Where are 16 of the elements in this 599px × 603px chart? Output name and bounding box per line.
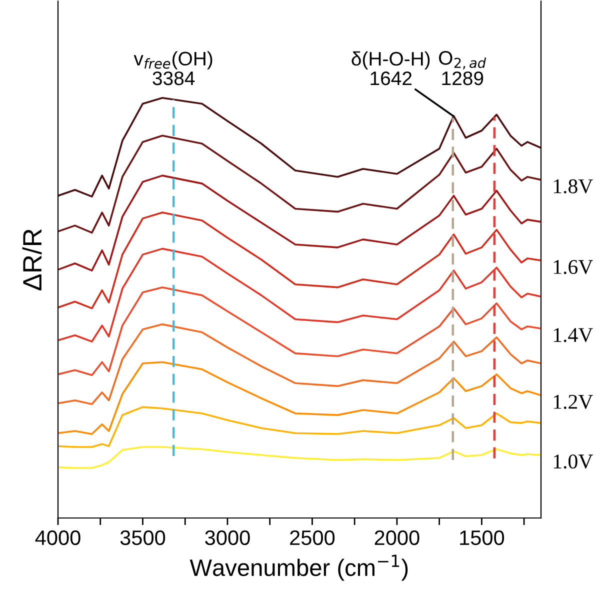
x-tick-label: 3000 [205, 530, 250, 546]
x-tick-label: 3500 [120, 530, 166, 546]
series-label: 1.4V [554, 328, 593, 342]
series-label: 1.0V [554, 454, 593, 469]
x-tick-label: 2000 [374, 530, 420, 546]
ref-line-label: δ(H-O-H) 1642 [352, 51, 430, 86]
x-axis-title: Wavenumber (cm$^{−1}$) [190, 554, 408, 581]
x-tick-label: 4000 [35, 530, 80, 546]
y-axis-title: ΔR/R [22, 229, 42, 290]
series-label: 1.6V [554, 260, 593, 274]
x-tick-label: 2500 [290, 530, 335, 546]
x-tick-label: 1500 [460, 530, 504, 546]
series-label: 1.2V [554, 394, 593, 409]
ref-line-label: O$_{2,ad}$ 1289 [439, 51, 486, 86]
series-label: 1.8V [554, 179, 593, 194]
ref-line-label: v$_{free}$(OH) 3384 [134, 51, 212, 86]
